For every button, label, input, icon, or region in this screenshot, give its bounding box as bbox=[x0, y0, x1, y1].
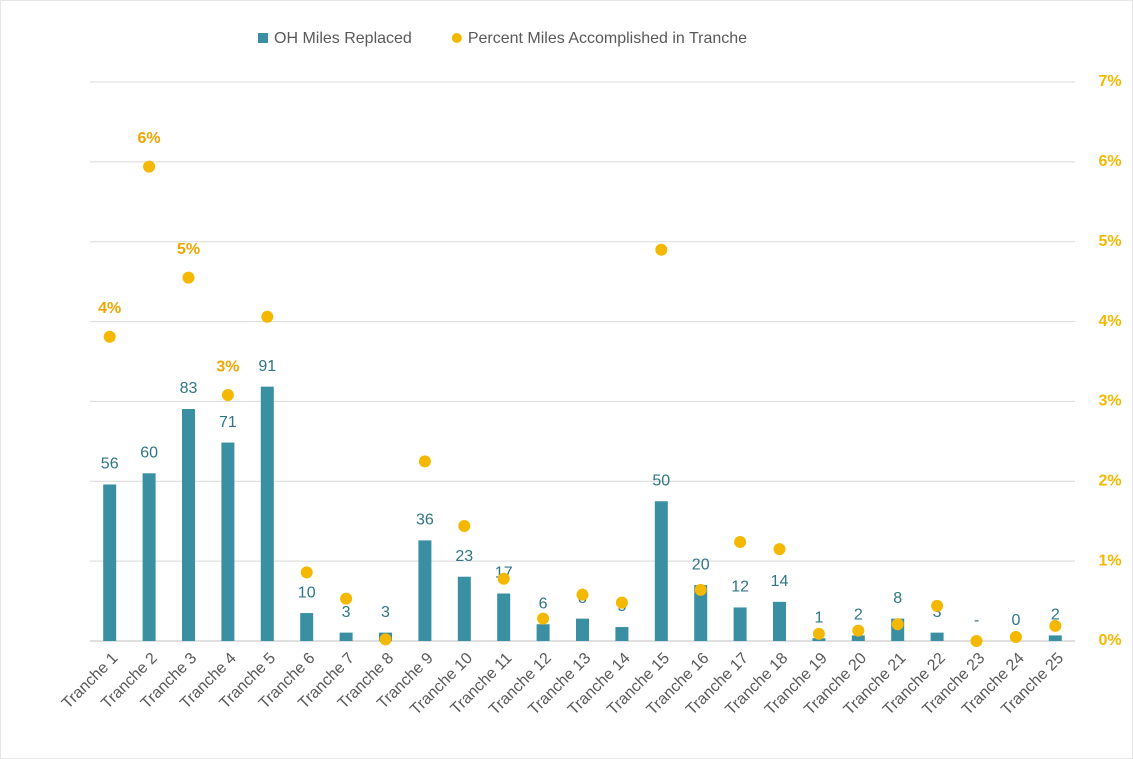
point-value-label: 3% bbox=[216, 358, 239, 375]
y2-tick-label: 3% bbox=[1098, 393, 1121, 410]
bar-value-label: 3 bbox=[381, 604, 390, 621]
bar bbox=[930, 632, 944, 641]
point bbox=[694, 583, 707, 596]
bar bbox=[536, 624, 550, 641]
bar bbox=[260, 386, 274, 641]
point bbox=[655, 243, 668, 256]
point bbox=[931, 599, 944, 612]
legend-label: Percent Miles Accomplished in Tranche bbox=[468, 30, 747, 47]
bar-value-label: 23 bbox=[455, 548, 473, 565]
bar-value-label: 12 bbox=[731, 579, 749, 596]
bar bbox=[773, 601, 786, 641]
bar-value-label: - bbox=[974, 612, 979, 629]
bar bbox=[418, 540, 432, 641]
bar-value-label: 1 bbox=[814, 609, 823, 626]
y2-tick-label: 7% bbox=[1098, 73, 1121, 90]
bar-value-label: 91 bbox=[258, 358, 276, 375]
bar bbox=[851, 635, 865, 641]
bar bbox=[300, 613, 314, 641]
point bbox=[852, 624, 865, 637]
point-value-label: 4% bbox=[98, 300, 121, 317]
point bbox=[221, 389, 234, 402]
bar-value-label: 56 bbox=[101, 456, 119, 473]
point bbox=[418, 455, 431, 468]
bar-value-label: 3 bbox=[933, 604, 942, 621]
point bbox=[615, 596, 628, 609]
point bbox=[970, 635, 983, 647]
bar-value-label: 14 bbox=[771, 573, 789, 590]
point bbox=[1049, 619, 1062, 632]
y2-tick-label: 1% bbox=[1098, 552, 1121, 569]
point bbox=[300, 566, 313, 579]
y2-tick-label: 6% bbox=[1098, 153, 1121, 170]
point bbox=[497, 572, 510, 585]
bar-value-label: 8 bbox=[893, 590, 902, 607]
point bbox=[340, 592, 353, 605]
bar bbox=[142, 473, 156, 641]
point bbox=[537, 612, 550, 625]
bar-value-label: 36 bbox=[416, 512, 434, 529]
legend-label: OH Miles Replaced bbox=[274, 30, 412, 47]
point bbox=[103, 330, 116, 343]
bar bbox=[576, 618, 589, 641]
bar bbox=[103, 484, 117, 641]
bar-value-label: 2 bbox=[854, 607, 863, 624]
point bbox=[182, 271, 195, 284]
point bbox=[812, 627, 825, 640]
point bbox=[1009, 631, 1022, 644]
point bbox=[891, 618, 904, 631]
y2-tick-label: 5% bbox=[1098, 233, 1121, 250]
point bbox=[143, 160, 156, 173]
bar bbox=[497, 593, 511, 641]
bar bbox=[457, 576, 471, 641]
y2-tick-label: 2% bbox=[1098, 473, 1121, 490]
bar-value-label: 83 bbox=[180, 380, 198, 397]
point-value-label: 5% bbox=[177, 241, 200, 258]
y2-tick-label: 0% bbox=[1098, 632, 1121, 649]
bar-value-label: 6 bbox=[539, 595, 548, 612]
y2-tick-label: 4% bbox=[1098, 313, 1121, 330]
bar-value-label: 71 bbox=[219, 414, 237, 431]
point bbox=[734, 535, 747, 548]
legend-swatch bbox=[451, 33, 462, 43]
bar-value-label: 50 bbox=[652, 472, 670, 489]
bar-value-label: 60 bbox=[140, 445, 158, 462]
bar bbox=[1048, 635, 1062, 641]
bar-value-label: 2 bbox=[1051, 607, 1060, 624]
point bbox=[773, 543, 786, 556]
bar-value-label: 0 bbox=[1011, 612, 1020, 629]
bar-value-label: 20 bbox=[692, 556, 710, 573]
bar bbox=[615, 627, 629, 641]
point bbox=[261, 310, 274, 323]
bar bbox=[182, 409, 195, 641]
point-value-label: 6% bbox=[138, 130, 161, 147]
bar-value-label: 10 bbox=[298, 584, 316, 601]
bar bbox=[654, 501, 668, 641]
bar bbox=[694, 585, 708, 641]
point bbox=[379, 633, 392, 646]
bar bbox=[221, 442, 235, 641]
point bbox=[576, 588, 589, 601]
point bbox=[458, 520, 471, 533]
bar bbox=[339, 632, 353, 641]
bar-value-label: 3 bbox=[342, 604, 351, 621]
bar bbox=[733, 607, 747, 641]
legend-swatch bbox=[258, 33, 268, 43]
